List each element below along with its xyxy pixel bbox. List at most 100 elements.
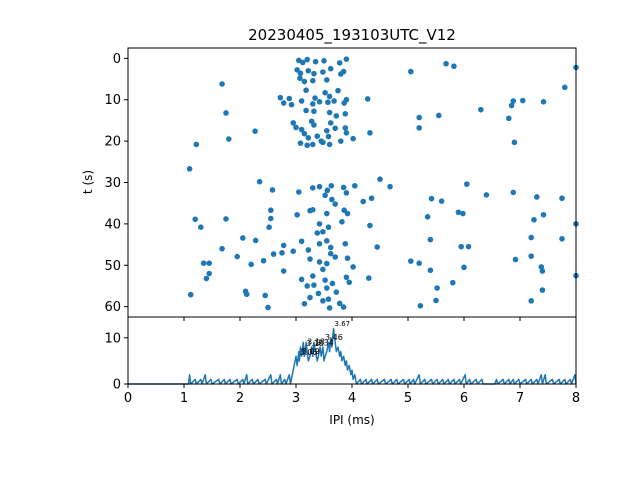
raster-point (314, 133, 321, 139)
raster-point (424, 214, 431, 220)
raster-point (559, 235, 565, 242)
raster-point (417, 303, 424, 309)
raster-point (234, 253, 240, 260)
raster-point (428, 195, 435, 202)
raster-point (332, 125, 339, 132)
raster-point (301, 78, 308, 85)
raster-point (298, 126, 305, 133)
raster-point (320, 69, 326, 75)
raster-point (269, 187, 276, 193)
ipi-y-ticks: 0 10 (104, 331, 128, 393)
raster-point (226, 136, 232, 142)
raster-point (333, 289, 340, 295)
raster-point (451, 63, 457, 70)
raster-point (297, 70, 304, 77)
raster-point (198, 224, 204, 230)
raster-point (280, 242, 287, 249)
raster-point (316, 183, 323, 190)
ipi-x-tick-label: 3 (292, 391, 300, 406)
raster-point (320, 228, 326, 235)
raster-point (510, 189, 517, 196)
raster-point (327, 244, 334, 251)
raster-point (262, 292, 269, 299)
raster-point (434, 285, 440, 291)
raster-point (461, 264, 467, 271)
raster-point (333, 113, 340, 119)
raster-point (310, 141, 316, 148)
raster-point (528, 253, 534, 259)
ipi-histogram-panel: 3.063.093.163.183.343.46 3.67 0 1 2 3 4 5 6 7 8 0… (104, 316, 580, 427)
raster-point (312, 58, 319, 65)
raster-point (310, 185, 316, 191)
raster-point (342, 111, 349, 117)
raster-point (240, 235, 246, 241)
raster-point (322, 192, 328, 199)
ipi-axes-frame (127, 316, 577, 385)
raster-point (320, 139, 326, 146)
raster-y-axis-label: t (s) (81, 170, 95, 194)
raster-point (301, 300, 308, 307)
raster-point (296, 189, 302, 195)
raster-point (310, 77, 316, 84)
raster-point (200, 260, 207, 267)
raster-point (366, 275, 372, 281)
raster-point (279, 250, 285, 256)
raster-point (320, 266, 326, 273)
raster-point (343, 190, 350, 196)
ipi-histogram-line (128, 327, 577, 385)
raster-point (511, 139, 518, 146)
raster-point (350, 264, 356, 270)
raster-point (316, 259, 323, 265)
raster-point (408, 68, 414, 75)
raster-point (436, 112, 442, 119)
ipi-x-tick-label: 6 (460, 391, 468, 406)
raster-point (288, 101, 295, 108)
raster-point (315, 290, 322, 297)
raster-y-tick-label: 60 (104, 300, 121, 315)
raster-point (455, 209, 462, 216)
raster-point (326, 109, 333, 116)
raster-point (256, 178, 263, 185)
raster-point (293, 124, 299, 131)
raster-point (332, 254, 339, 260)
raster-point (310, 101, 316, 107)
raster-point (387, 183, 393, 190)
peak-annotation: 3.16 (306, 339, 324, 348)
raster-y-tick-label: 40 (104, 217, 121, 232)
ipi-x-ticks: 0 1 2 3 4 5 6 7 8 (124, 384, 580, 406)
raster-point (350, 135, 356, 142)
raster-point (336, 60, 343, 66)
raster-point (322, 277, 328, 283)
raster-y-ticks: 0 10 20 30 40 50 60 (104, 52, 128, 315)
raster-point (316, 240, 323, 247)
raster-point (311, 282, 317, 288)
raster-point (321, 58, 327, 64)
raster-point (332, 201, 339, 207)
raster-point (443, 60, 449, 67)
raster-point (374, 244, 381, 250)
raster-point (528, 234, 534, 241)
raster-point (343, 96, 350, 103)
raster-point (465, 243, 472, 250)
raster-point (416, 114, 423, 121)
raster-point (534, 194, 540, 200)
raster-point (326, 141, 333, 148)
peak-annotation: 3.18 (307, 338, 325, 347)
ipi-x-tick-label: 8 (572, 391, 580, 406)
raster-point (324, 260, 330, 267)
raster-point (339, 219, 345, 225)
raster-point (327, 250, 334, 257)
raster-point (203, 275, 210, 282)
raster-point (364, 96, 371, 102)
raster-point (346, 279, 353, 286)
raster-point (416, 260, 423, 267)
raster-point (324, 210, 330, 217)
ipi-x-tick-label: 4 (348, 391, 356, 406)
raster-panel: 20230405_193103UTC_V12 0 10 20 30 40 50 60 t (… (81, 26, 579, 321)
raster-point (324, 127, 330, 134)
raster-point (377, 176, 383, 182)
ipi-x-axis-label: IPI (ms) (329, 413, 374, 427)
raster-point (335, 87, 341, 94)
